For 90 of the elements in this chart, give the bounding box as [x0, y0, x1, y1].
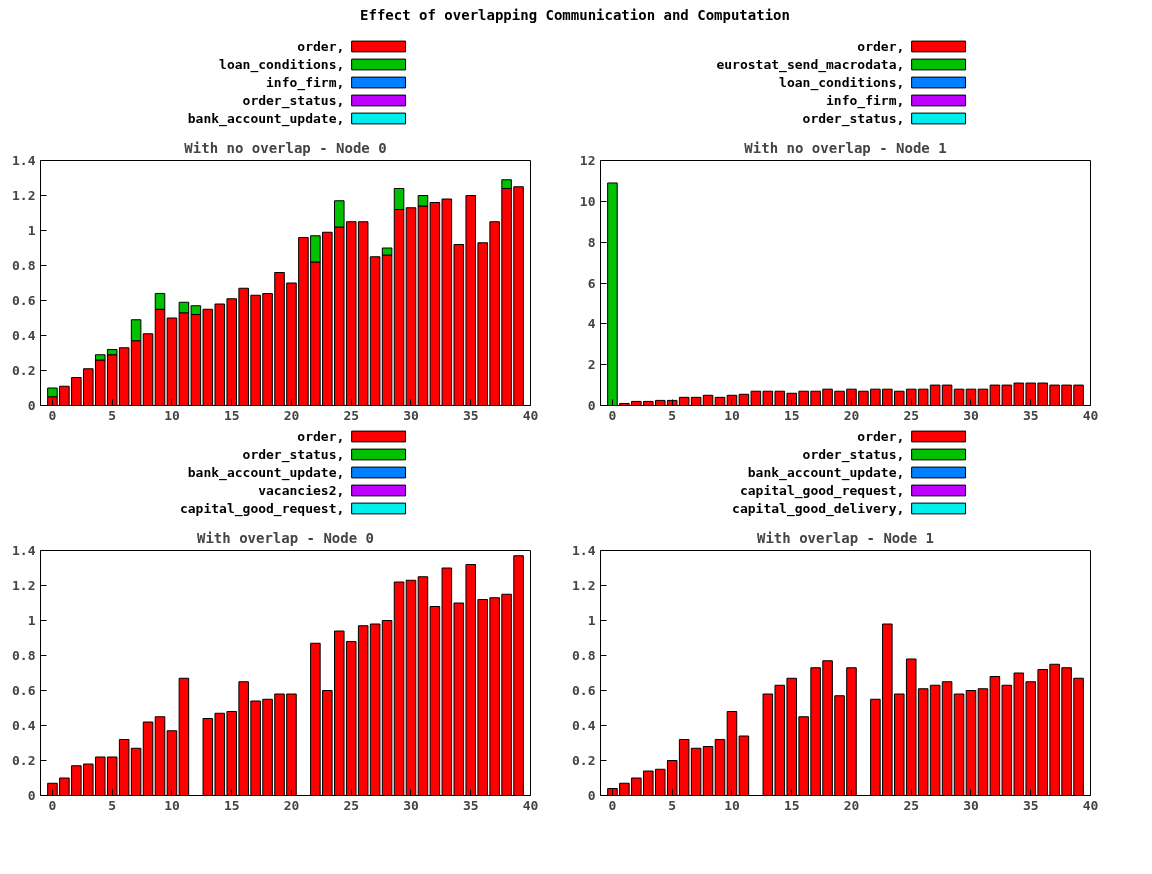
y-tick-label: 0.2	[12, 753, 36, 768]
legend-label: order,	[857, 39, 905, 54]
x-tick-label: 10	[164, 407, 180, 423]
x-tick-label: 25	[343, 407, 360, 423]
y-tick-label: 0.6	[572, 683, 596, 698]
y-tick-label: 0.8	[572, 648, 596, 663]
bar	[714, 739, 726, 796]
x-tick-label: 15	[223, 797, 240, 813]
x-tick-label: 5	[108, 797, 117, 813]
y-tick-label: 0.6	[12, 293, 36, 308]
y-tick-label: 0.2	[572, 753, 596, 768]
x-tick-label: 15	[783, 407, 800, 423]
bar	[154, 716, 166, 796]
legend-label: order_status,	[242, 447, 345, 463]
y-tick-label: 1	[587, 613, 596, 628]
y-tick-label: 8	[587, 234, 596, 250]
y-tick-label: 0.6	[12, 683, 36, 698]
x-tick-label: 35	[1022, 407, 1039, 423]
x-tick-label: 25	[343, 797, 360, 813]
y-tick-label: 1.4	[12, 153, 36, 168]
x-tick-label: 30	[403, 407, 419, 423]
legend-label: loan_conditions,	[219, 57, 345, 73]
y-tick-label: 0.2	[12, 363, 36, 378]
y-tick-label: 1	[27, 613, 36, 628]
x-tick-label: 40	[522, 407, 539, 423]
y-tick-label: 12	[579, 153, 596, 168]
x-tick-label: 10	[164, 797, 180, 813]
y-tick-label: 1.4	[572, 543, 596, 558]
x-tick-label: 0	[608, 407, 617, 423]
y-tick-label: 1.2	[572, 578, 596, 593]
legend-label: loan_conditions,	[779, 75, 905, 91]
text: Effect of overlapping Communication and Computation	[359, 6, 791, 25]
y-tick-label: 0.4	[12, 328, 36, 343]
legend-label: capital_good_delivery,	[732, 501, 905, 517]
x-tick-label: 25	[903, 407, 920, 423]
x-tick-label: 35	[462, 407, 479, 423]
y-tick-label: 1.2	[12, 578, 36, 593]
x-tick-label: 40	[522, 797, 539, 813]
x-tick-label: 35	[462, 797, 479, 813]
y-tick-label: 0.4	[572, 718, 596, 733]
x-tick-label: 15	[223, 407, 240, 423]
chart-title: With overlap - Node 1	[757, 529, 935, 546]
x-tick-label: 5	[668, 797, 677, 813]
legend-label: order_status,	[242, 93, 345, 109]
x-tick-label: 0	[48, 797, 57, 813]
y-tick-label: 6	[587, 275, 596, 291]
y-tick-label: 0.8	[12, 258, 36, 273]
y-tick-label: 1.2	[12, 188, 36, 203]
legend-label: order_status,	[802, 447, 905, 463]
y-tick-label: 4	[587, 316, 596, 332]
x-tick-label: 35	[1022, 797, 1039, 813]
x-tick-label: 5	[668, 407, 677, 423]
legend-label: order,	[857, 429, 905, 444]
x-tick-label: 40	[1082, 407, 1099, 423]
x-tick-label: 0	[48, 407, 57, 423]
chart-title: With no overlap - Node 1	[744, 139, 947, 156]
x-tick-label: 30	[963, 407, 979, 423]
legend-label: vacancies2,	[258, 483, 345, 498]
y-tick-label: 0.8	[12, 648, 36, 663]
x-tick-label: 15	[783, 797, 800, 813]
x-tick-label: 10	[724, 797, 740, 813]
chart-title: With overlap - Node 0	[197, 529, 375, 546]
legend-label: bank_account_update,	[187, 465, 345, 481]
legend-label: order_status,	[802, 111, 905, 127]
y-tick-label: 1.4	[12, 543, 36, 558]
y-tick-label: 1	[27, 223, 36, 238]
legend-label: bank_account_update,	[187, 111, 345, 127]
legend-label: capital_good_request,	[179, 501, 345, 517]
x-tick-label: 40	[1082, 797, 1099, 813]
x-tick-label: 5	[108, 407, 117, 423]
legend-label: bank_account_update,	[747, 465, 905, 481]
legend-label: capital_good_request,	[739, 483, 905, 499]
x-tick-label: 30	[963, 797, 979, 813]
y-tick-label: 2	[587, 357, 596, 373]
chart-title: With no overlap - Node 0	[184, 139, 387, 156]
legend-label: order,	[297, 39, 345, 54]
legend-label: info_firm,	[826, 93, 905, 109]
x-tick-label: 20	[843, 797, 860, 813]
x-tick-label: 10	[724, 407, 740, 423]
x-tick-label: 20	[843, 407, 860, 423]
x-tick-label: 30	[403, 797, 419, 813]
x-tick-label: 20	[283, 797, 300, 813]
x-tick-label: 0	[608, 797, 617, 813]
y-tick-label: 10	[579, 193, 596, 209]
legend-label: info_firm,	[266, 75, 345, 91]
legend-label: eurostat_send_macrodata,	[716, 57, 905, 73]
x-tick-label: 25	[903, 797, 920, 813]
legend-label: order,	[297, 429, 345, 444]
x-tick-label: 20	[283, 407, 300, 423]
y-tick-label: 0.4	[12, 718, 36, 733]
